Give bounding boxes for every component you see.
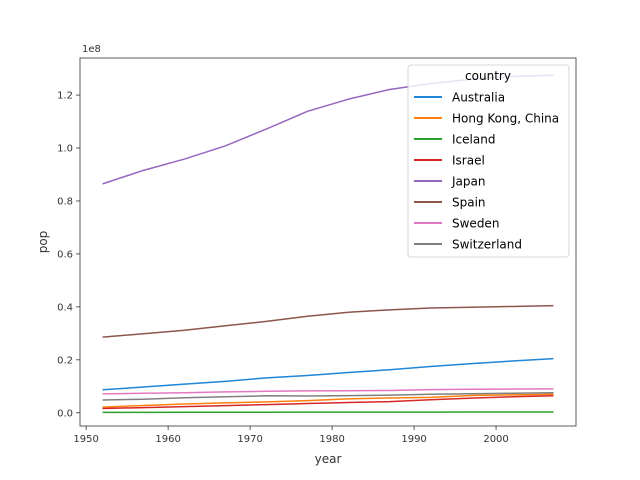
legend-label: Hong Kong, China [452,112,559,126]
legend-label: Japan [451,175,485,189]
series-line [102,304,554,338]
legend-box [407,64,570,258]
series-line [102,388,554,395]
legend-items: Australia Hong Kong, China Iceland Israel Ja… [414,91,559,252]
series-line [102,392,554,401]
y-tick-label: 0.6 [57,249,73,260]
y-offset-label: 1e8 [82,44,101,55]
y-tick-label: 0.4 [57,302,73,313]
x-tick-label: 1970 [237,434,262,445]
y-axis-label: pop [36,231,50,254]
legend-title: country [465,69,511,83]
x-tick-label: 1980 [319,434,344,445]
y-tick-label: 0.2 [57,355,73,366]
legend-label: Sweden [452,217,499,231]
x-tick-label: 1990 [401,434,426,445]
series-lines [102,74,554,414]
legend-label: Australia [452,91,505,105]
x-tick-label: 1950 [73,434,98,445]
series-line [102,393,554,408]
x-axis: 1950 1960 1970 1980 1990 2000 [73,426,509,445]
x-axis-label: year [315,452,342,466]
y-axis: 0.0 0.2 0.4 0.6 0.8 1.0 1.2 [57,91,80,419]
legend: country Australia Hong Kong, China Iceland… [407,64,570,258]
legend-label: Israel [452,154,485,168]
legend-label: Iceland [452,133,495,147]
y-tick-label: 1.0 [57,144,73,155]
y-tick-label: 1.2 [57,91,73,102]
legend-label: Spain [452,196,486,210]
series-line [102,357,554,391]
x-tick-label: 1960 [155,434,180,445]
series-line [102,395,554,410]
legend-label: Switzerland [452,238,522,252]
y-tick-label: 0.0 [57,408,73,419]
x-tick-label: 2000 [483,434,508,445]
y-tick-label: 0.8 [57,196,73,207]
